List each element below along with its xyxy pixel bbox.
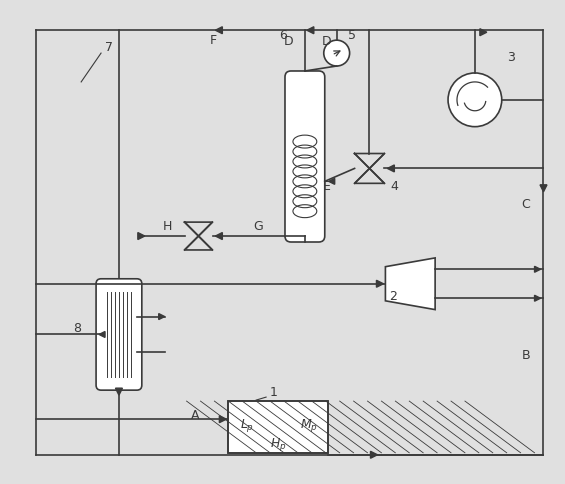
Polygon shape (219, 416, 227, 423)
Text: 2: 2 (389, 290, 397, 303)
Polygon shape (385, 258, 435, 310)
Text: $L_p$: $L_p$ (240, 417, 254, 435)
FancyBboxPatch shape (285, 71, 325, 242)
Bar (228, 401, 328, 453)
Text: 5: 5 (347, 29, 355, 42)
Circle shape (324, 40, 350, 66)
Text: $H_p$: $H_p$ (270, 437, 286, 454)
Text: D: D (284, 35, 294, 47)
Polygon shape (534, 266, 541, 272)
Polygon shape (307, 27, 314, 34)
FancyBboxPatch shape (96, 279, 142, 390)
Text: G: G (253, 220, 263, 233)
Text: D: D (322, 35, 332, 47)
Text: 6: 6 (279, 29, 287, 42)
Text: A: A (191, 408, 200, 422)
Polygon shape (99, 332, 105, 337)
Text: C: C (521, 198, 530, 211)
Circle shape (448, 73, 502, 127)
Text: B: B (521, 349, 530, 362)
Bar (228, 401, 328, 453)
Text: 8: 8 (73, 322, 81, 335)
Text: H: H (163, 220, 172, 233)
Polygon shape (540, 185, 547, 192)
Polygon shape (115, 388, 123, 395)
Polygon shape (388, 165, 394, 172)
Text: 7: 7 (105, 41, 113, 54)
Polygon shape (138, 232, 145, 240)
Text: F: F (210, 34, 217, 46)
Polygon shape (215, 232, 223, 240)
Polygon shape (159, 314, 164, 319)
Polygon shape (376, 280, 384, 287)
Text: E: E (323, 180, 331, 193)
Text: 1: 1 (270, 386, 278, 399)
Polygon shape (329, 179, 334, 184)
Text: 4: 4 (390, 180, 398, 193)
Polygon shape (480, 29, 487, 36)
Text: 3: 3 (507, 50, 515, 63)
Polygon shape (371, 451, 377, 458)
Polygon shape (215, 27, 223, 34)
Text: $M_p$: $M_p$ (300, 417, 318, 435)
Polygon shape (534, 295, 541, 301)
